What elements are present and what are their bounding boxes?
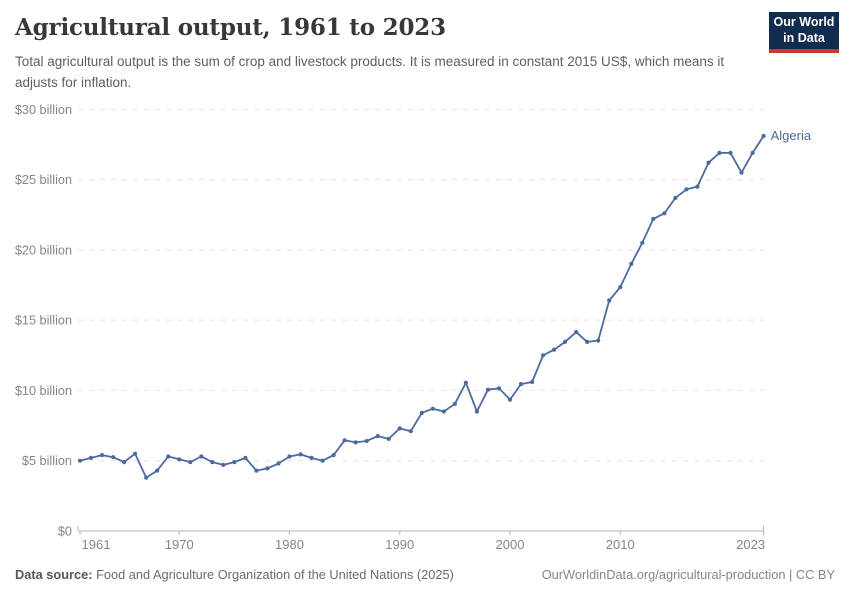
data-point: [166, 454, 171, 459]
data-point: [243, 455, 248, 460]
data-point: [199, 454, 204, 459]
x-tick-label: 2010: [606, 537, 635, 552]
data-point: [463, 380, 468, 385]
data-point: [596, 338, 601, 343]
data-point: [607, 298, 612, 303]
data-point: [122, 460, 127, 465]
data-point: [408, 429, 413, 434]
owid-logo-line1: Our World: [773, 14, 835, 29]
data-point: [88, 455, 94, 460]
data-point: [695, 184, 700, 189]
data-point: [507, 397, 513, 402]
y-tick-label: $5 billion: [22, 454, 72, 468]
data-source-label: Data source:: [15, 567, 93, 582]
data-point: [441, 409, 446, 414]
data-point: [144, 475, 149, 480]
x-axis: 1961 1970 1980 1990 2000 2010 2023: [77, 526, 765, 552]
y-tick-label: $15 billion: [15, 314, 72, 328]
data-point: [629, 261, 634, 266]
data-point: [276, 461, 281, 466]
data-point: [287, 454, 292, 459]
data-point: [585, 339, 590, 344]
owid-logo-line2: in Data: [783, 30, 825, 45]
data-point: [739, 170, 744, 175]
data-point: [77, 458, 83, 463]
series-line: [79, 135, 765, 479]
x-tick-label: 1990: [385, 537, 414, 552]
x-tick-label: 2000: [496, 537, 525, 552]
owid-logo[interactable]: Our World in Data: [769, 12, 839, 53]
data-point: [221, 462, 226, 467]
y-grid-and-labels: $0 $5 billion $10 billion $15 billion $20 bi…: [15, 103, 764, 539]
data-point: [188, 460, 193, 465]
chart-footer: Data source: Food and Agriculture Organi…: [15, 567, 835, 582]
data-point: [397, 426, 402, 431]
data-point: [155, 468, 160, 473]
data-point: [574, 330, 579, 335]
x-tick-label: 1961: [82, 537, 111, 552]
data-point: [133, 451, 138, 456]
data-point: [111, 455, 116, 460]
data-point: [254, 468, 259, 473]
data-point: [364, 438, 369, 444]
data-point: [673, 195, 678, 200]
data-point: [706, 160, 711, 165]
data-point: [419, 410, 424, 415]
data-point: [309, 455, 314, 460]
data-point: [331, 453, 336, 458]
data-point: [728, 150, 733, 155]
data-point: [496, 386, 502, 391]
credit-link[interactable]: OurWorldinData.org/agricultural-producti…: [541, 567, 835, 582]
data-point: [452, 401, 457, 406]
data-point: [320, 458, 325, 463]
y-tick-label: $0: [58, 525, 72, 539]
data-point: [485, 387, 491, 392]
data-point: [177, 457, 182, 462]
x-tick-label: 2023: [736, 537, 765, 552]
data-point: [386, 436, 391, 441]
data-point: [552, 347, 557, 352]
y-tick-label: $30 billion: [15, 103, 72, 117]
data-point: [100, 453, 105, 458]
data-point: [717, 150, 722, 155]
x-tick-label: 1980: [275, 537, 304, 552]
data-point: [750, 150, 755, 155]
data-point: [541, 353, 546, 358]
data-point: [474, 409, 479, 414]
series-markers: [77, 133, 766, 480]
data-point: [684, 187, 689, 192]
data-point: [210, 460, 215, 465]
y-tick-label: $20 billion: [15, 243, 72, 257]
data-point: [232, 460, 237, 465]
data-point: [342, 438, 347, 443]
data-point: [761, 133, 766, 139]
y-tick-label: $25 billion: [15, 173, 72, 187]
data-point: [265, 466, 270, 471]
data-point: [618, 285, 623, 290]
data-source-line: Data source: Food and Agriculture Organi…: [15, 567, 454, 582]
data-point: [298, 452, 303, 457]
data-point: [518, 382, 524, 387]
data-point: [563, 339, 568, 344]
data-point: [430, 406, 435, 411]
data-point: [662, 211, 667, 216]
x-tick-label: 1970: [165, 537, 194, 552]
data-point: [530, 379, 535, 385]
data-point: [640, 240, 645, 245]
data-point: [353, 440, 358, 445]
data-point: [375, 434, 380, 439]
page-title: Agricultural output, 1961 to 2023: [15, 14, 446, 41]
chart-subtitle: Total agricultural output is the sum of …: [15, 54, 725, 90]
y-tick-label: $10 billion: [15, 384, 72, 398]
data-point: [651, 216, 656, 221]
data-source-text: Food and Agriculture Organization of the…: [92, 567, 454, 582]
series-label-algeria: Algeria: [770, 128, 812, 143]
